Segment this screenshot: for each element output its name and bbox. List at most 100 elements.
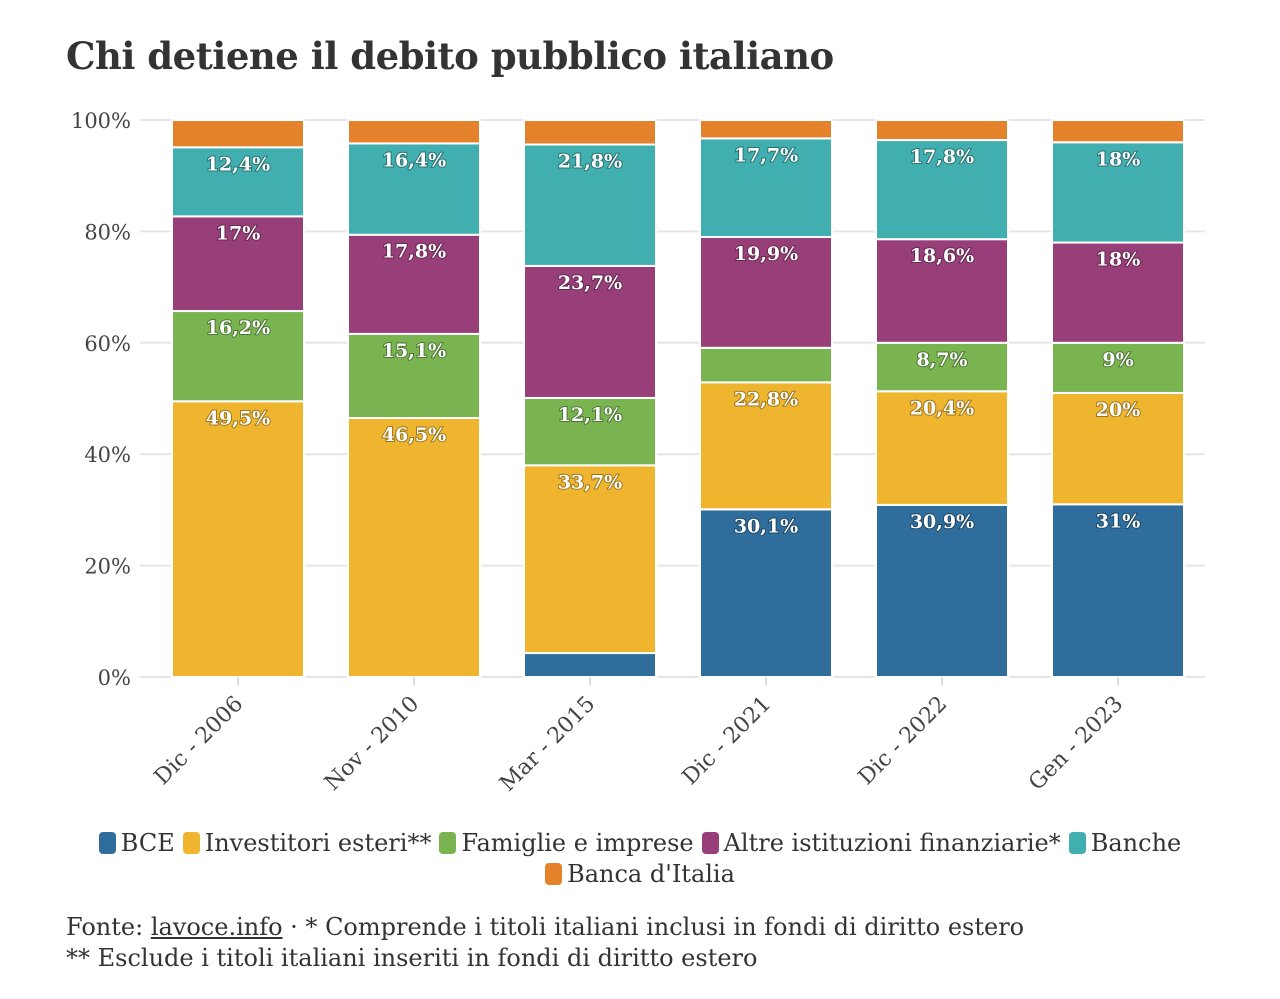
data-label: 46,5% xyxy=(382,424,446,446)
data-label: 17% xyxy=(216,222,261,244)
data-label: 8,7% xyxy=(916,349,967,371)
legend-swatch xyxy=(98,832,116,854)
x-tick-label: Dic - 2021 xyxy=(678,692,777,791)
legend-label: BCE xyxy=(120,829,175,857)
data-label: 18,6% xyxy=(910,245,974,267)
data-label: 19,9% xyxy=(734,243,798,265)
data-label: 15,1% xyxy=(382,340,446,362)
y-tick-label: 80% xyxy=(84,220,131,244)
bar-segment xyxy=(523,264,657,399)
legend-swatch xyxy=(182,832,200,854)
legend-label: Altre istituzioni finanziarie* xyxy=(723,829,1061,857)
y-tick-label: 40% xyxy=(84,443,131,467)
footer-line-1: Fonte: lavoce.info · * Comprende i titol… xyxy=(66,912,1024,943)
data-label: 30,1% xyxy=(734,515,798,537)
x-tick-label: Dic - 2006 xyxy=(150,692,249,791)
y-tick-label: 20% xyxy=(84,555,131,579)
legend-swatch xyxy=(701,832,719,854)
x-tick-label: Nov - 2010 xyxy=(320,692,424,796)
bar-segment xyxy=(523,464,657,655)
x-tick-label: Dic - 2022 xyxy=(854,692,953,791)
bar-segment xyxy=(347,119,481,145)
data-label: 49,5% xyxy=(206,407,270,429)
data-label: 20% xyxy=(1096,399,1141,421)
data-label: 12,4% xyxy=(206,153,270,175)
legend-label: Banca d'Italia xyxy=(567,860,735,888)
legend-label: Investitori esteri** xyxy=(204,829,432,857)
bar-segment xyxy=(875,238,1009,344)
bar-segment xyxy=(699,235,833,349)
bar-segment xyxy=(875,503,1009,678)
legend-label: Banche xyxy=(1090,829,1182,857)
bar-segment xyxy=(523,652,657,679)
bar-segment xyxy=(699,119,833,140)
legend-item[interactable]: Banche xyxy=(1068,828,1182,859)
bar-segment xyxy=(1051,503,1185,678)
bar-segment xyxy=(875,139,1009,241)
bar-segment xyxy=(347,332,481,419)
bar-segment xyxy=(1051,119,1185,144)
data-label: 33,7% xyxy=(558,471,622,493)
legend-swatch xyxy=(439,832,457,854)
legend: BCE Investitori esteri** Famiglie e impres… xyxy=(40,828,1240,890)
source-link[interactable]: lavoce.info xyxy=(150,913,283,941)
bar-segment xyxy=(699,346,833,384)
data-label: 9% xyxy=(1102,349,1133,371)
data-label: 31% xyxy=(1096,510,1141,532)
legend-label: Famiglie e imprese xyxy=(461,829,694,857)
legend-swatch xyxy=(1068,832,1086,854)
data-label: 20,4% xyxy=(910,397,974,419)
bar-segment xyxy=(1051,241,1185,344)
bar-segment xyxy=(875,390,1009,506)
x-tick-label: Gen - 2023 xyxy=(1024,692,1128,796)
data-label: 18% xyxy=(1096,249,1141,271)
data-label: 12,1% xyxy=(558,404,622,426)
legend-item[interactable]: Banca d'Italia xyxy=(545,859,735,890)
source-prefix: Fonte: xyxy=(66,913,151,941)
bar-segment xyxy=(171,400,305,678)
y-tick-label: 100% xyxy=(71,109,131,133)
legend-swatch xyxy=(545,863,563,885)
bar-segment xyxy=(171,215,305,313)
data-label: 16,4% xyxy=(382,149,446,171)
data-label: 17,7% xyxy=(734,144,798,166)
data-label: 21,8% xyxy=(558,151,622,173)
bar-segment xyxy=(347,142,481,236)
data-label: 18% xyxy=(1096,148,1141,170)
data-label: 17,8% xyxy=(910,146,974,168)
bar-segment xyxy=(699,508,833,678)
bar-segment xyxy=(347,416,481,678)
legend-item[interactable]: Altre istituzioni finanziarie* xyxy=(701,828,1061,859)
bar-segment xyxy=(347,233,481,335)
y-tick-label: 60% xyxy=(84,332,131,356)
bar-segment xyxy=(1051,141,1185,244)
data-label: 30,9% xyxy=(910,511,974,533)
data-label: 16,2% xyxy=(206,317,270,339)
footer-note-2: ** Esclude i titoli italiani inseriti in… xyxy=(66,944,758,972)
bar-segment xyxy=(875,119,1009,142)
x-axis: Dic - 2006 Nov - 2010 Mar - 2015 Dic - 2021… xyxy=(150,677,1128,797)
data-label: 23,7% xyxy=(558,272,622,294)
chart-title: Chi detiene il debito pubblico italiano xyxy=(66,34,834,78)
legend-item[interactable]: Investitori esteri** xyxy=(182,828,432,859)
bar-segment xyxy=(1051,341,1185,394)
x-tick-label: Mar - 2015 xyxy=(495,692,600,797)
data-label: 22,8% xyxy=(734,388,798,410)
stacked-bar-chart: 0% 20% 40% 60% 80% 100% 49,5% 16,2% 17% 12,4% 46,… xyxy=(71,109,1205,797)
bar-segment xyxy=(875,341,1009,393)
legend-item[interactable]: Famiglie e imprese xyxy=(439,828,694,859)
data-label: 17,8% xyxy=(382,241,446,263)
bar-segment xyxy=(171,310,305,403)
bar-segment xyxy=(171,119,305,149)
y-tick-label: 0% xyxy=(98,666,131,690)
bar-segment xyxy=(523,143,657,267)
bars xyxy=(171,119,1185,679)
gridlines xyxy=(140,119,1205,678)
footer-note-1: · * Comprende i titoli italiani inclusi … xyxy=(282,913,1025,941)
data-labels: 49,5% 16,2% 17% 12,4% 46,5% 15,1% 17,8% 16,4% 33… xyxy=(205,143,1141,538)
y-axis: 0% 20% 40% 60% 80% 100% xyxy=(71,109,131,690)
legend-item[interactable]: BCE xyxy=(98,828,175,859)
footer: Fonte: lavoce.info · * Comprende i titol… xyxy=(66,912,1024,974)
bar-segment xyxy=(523,119,657,146)
bar-segment xyxy=(1051,391,1185,506)
